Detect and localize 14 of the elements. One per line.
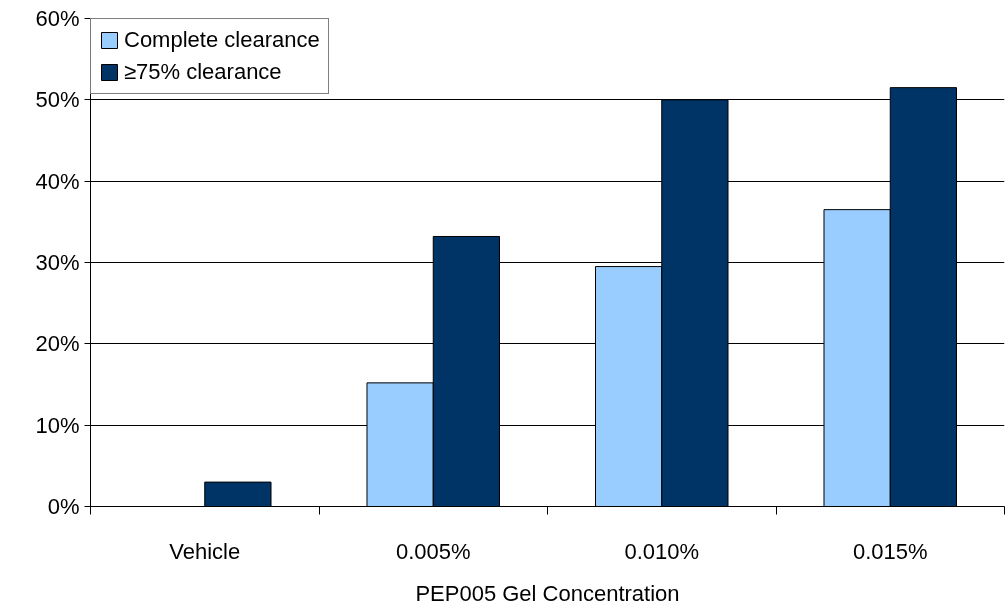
- x-tick-label: 0.010%: [624, 538, 700, 564]
- x-tick-label: Vehicle: [169, 538, 241, 564]
- y-tick-label: 30%: [35, 250, 80, 275]
- legend-label: Complete clearance: [124, 27, 320, 53]
- x-tick-label: 0.015%: [852, 538, 928, 564]
- x-tick-label: 0.005%: [395, 538, 471, 564]
- y-tick-label: 10%: [35, 412, 80, 438]
- y-tick-label: 60%: [35, 6, 80, 31]
- legend-label: ≥75% clearance: [124, 59, 282, 85]
- y-tick-label: 20%: [35, 331, 80, 357]
- y-tick-label: 0%: [47, 494, 80, 519]
- y-tick-label: 50%: [35, 87, 80, 113]
- y-tick-label: 40%: [35, 168, 80, 194]
- x-axis-title: PEP005 Gel Concentration: [415, 580, 680, 606]
